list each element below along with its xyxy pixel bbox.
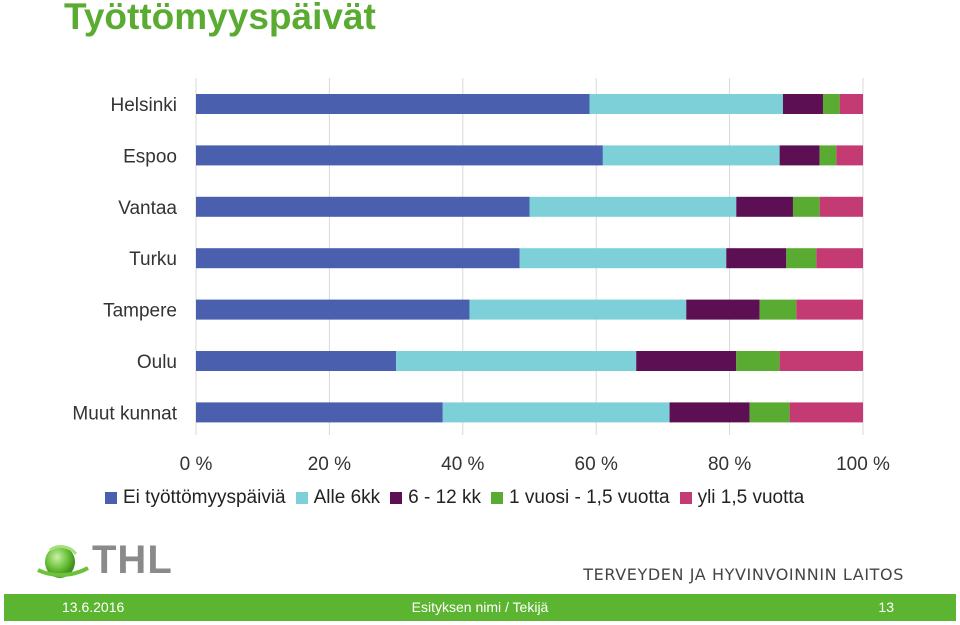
legend-label: 6 - 12 kk [408,487,482,508]
bar-segment [779,145,820,166]
category-label: Oulu [137,352,177,373]
x-tick-label: 100 % [836,454,890,475]
bar-segment [442,402,670,423]
legend-item: 1 vuosi - 1,5 vuotta [491,487,670,509]
bar-segment [196,299,470,320]
bar-segment [196,145,603,166]
legend-swatch [679,492,692,504]
bar-segment [529,196,737,217]
x-tick-label: 80 % [708,454,751,475]
bar-segment [736,351,780,371]
legend-label: Ei työttömyyspäiviä [123,487,286,508]
legend-swatch [390,492,403,504]
bar-segment [789,402,863,423]
footer-bar: 13.6.2016 Esityksen nimi / Tekijä 13 [4,594,956,621]
bar-segment [839,94,863,114]
bar-segment [669,402,750,423]
legend-swatch [105,492,117,504]
footer-page-number: 13 [878,599,894,615]
legend-item: yli 1,5 vuotta [679,487,805,509]
bar-segment [779,351,863,371]
legend-item: Alle 6kk [295,487,381,509]
bar-segment [196,94,590,114]
legend-swatch [295,492,308,504]
legend-item: 6 - 12 kk [390,487,481,509]
bar-segment [816,248,863,269]
category-label: Turku [129,249,177,270]
x-tick-label: 20 % [308,454,351,475]
bar-segment [736,196,793,217]
bar-segment [686,299,760,320]
category-label: Tampere [103,301,177,322]
bar-segment [759,299,797,320]
category-label: Muut kunnat [72,403,177,424]
footer-date: 13.6.2016 [62,599,125,615]
legend-item: Ei työttömyyspäiviä [105,487,286,509]
category-label: Vantaa [118,198,177,219]
category-label: Espoo [123,146,177,167]
x-tick-label: 40 % [441,454,484,475]
bar-segment [786,248,817,269]
organization-name: TERVEYDEN JA HYVINVOINNIN LAITOS [583,565,904,584]
x-tick-label: 60 % [575,454,618,475]
legend-label: 1 vuosi - 1,5 vuotta [509,487,670,508]
legend-label: yli 1,5 vuotta [697,487,805,508]
bar-segment [196,402,443,423]
bar-segment [836,145,863,166]
chart-legend: Ei työttömyyspäiviä Alle 6kk 6 - 12 kk 1 vu… [105,485,804,511]
bar-segment [196,248,520,269]
bar-segment [726,248,787,269]
bar-segment [782,94,823,114]
thl-logo-icon [37,545,89,578]
bar-segment [196,196,530,217]
bar-segment [519,248,727,269]
bar-segment [822,94,840,114]
bar-segment [792,196,820,217]
stacked-bar-chart: 0 % 20 % 40 % 60 % 80 % 100 % Helsinki Espoo Van… [72,78,890,475]
bar-segment [589,94,783,114]
bar-segment [749,402,790,423]
bar-segment [602,145,780,166]
bar-segment [396,351,637,371]
legend-label: Alle 6kk [313,487,381,508]
logo-text: THL [92,538,173,582]
bar-segment [819,145,837,166]
x-tick-label: 0 % [180,454,213,475]
bar-segment [819,196,863,217]
page-title: Työttömyyspäivät [64,0,376,37]
bar-segment [469,299,687,320]
bar-segment [796,299,863,320]
legend-swatch [491,492,504,504]
footer-presentation: Esityksen nimi / Tekijä [411,599,549,615]
bar-segment [636,351,737,371]
category-label: Helsinki [110,95,177,116]
bar-segment [196,351,397,371]
